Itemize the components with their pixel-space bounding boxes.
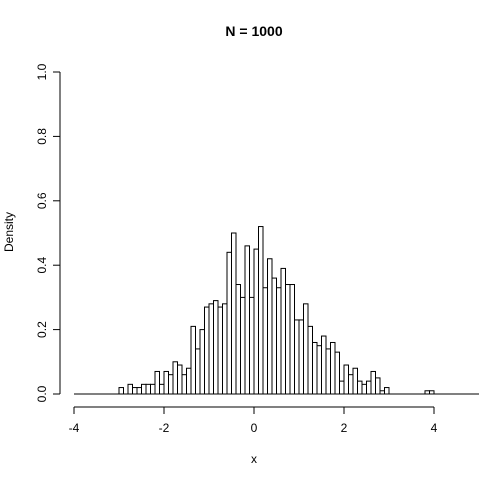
histogram-bar [177,364,183,395]
histogram-bar [352,367,358,395]
histogram-bar [240,296,246,395]
histogram-bar [267,258,273,395]
histogram-bar [136,387,142,395]
histogram-bar [154,370,160,395]
y-tick-label: 0.6 [35,192,49,209]
histogram-bar [303,303,309,395]
bars-group [74,226,479,395]
histogram-bar [280,267,286,395]
histogram-bar [213,300,219,395]
x-tick-label: 4 [431,421,438,435]
y-tick-label: 0.0 [35,385,49,402]
histogram-bar [150,383,156,395]
histogram-bar [249,296,255,395]
histogram-bar [222,303,228,395]
y-tick-label: 1.0 [35,63,49,80]
y-axis: 0.0 0.2 0.4 0.6 0.8 1.0 [35,63,61,402]
histogram-bar [258,226,264,395]
histogram-bar [141,383,147,395]
histogram-bar [361,383,367,395]
x-axis: -4 -2 0 2 4 [69,406,438,435]
histogram-bar [181,374,187,395]
histogram-bar [429,390,435,395]
histogram-bar [190,325,196,395]
histogram-bar [244,245,250,395]
histogram-bar [262,287,268,395]
x-tick-label: -4 [69,421,80,435]
x-tick-label: -2 [159,421,170,435]
histogram-bar [339,380,345,395]
y-tick-label: 0.4 [35,257,49,274]
histogram-bar [132,387,138,395]
histogram-bar [208,303,214,395]
x-tick-label: 0 [251,421,258,435]
histogram-bar [163,370,169,395]
histogram-bar [366,380,372,395]
chart-title: N = 1000 [225,23,282,39]
histogram-bar [348,374,354,395]
histogram-bar [226,251,232,395]
histogram-bar [217,306,223,395]
x-tick-label: 2 [341,421,348,435]
histogram-bar [285,284,291,395]
histogram-bar [384,387,390,395]
histogram-bar [127,383,133,395]
histogram-bar [118,387,124,395]
histogram-bar [312,341,318,395]
histogram-bar [186,367,192,395]
histogram-bar [235,284,241,395]
histogram-bar [195,348,201,395]
histogram-bar [375,377,381,395]
histogram-bar [294,319,300,395]
histogram-bar [325,348,331,395]
histogram-bar [307,325,313,395]
histogram-bar [204,306,210,395]
y-axis-label: Density [2,212,16,252]
histogram-bar [298,319,304,395]
histogram-bar [253,248,259,395]
histogram-bar [321,335,327,395]
histogram-bar [343,364,349,395]
histogram-bar [172,361,178,395]
histogram-bar [357,380,363,395]
histogram-bar [316,345,322,395]
histogram-bar [330,341,336,395]
histogram-bar [271,277,277,395]
histogram-bar [289,284,295,395]
x-axis-label: x [251,452,257,466]
histogram-bar [334,351,340,395]
y-tick-label: 0.8 [35,128,49,145]
histogram-bar [370,370,376,395]
histogram-bar [199,329,205,395]
histogram-bar [231,232,237,395]
histogram-bar [424,390,430,395]
y-tick-label: 0.2 [35,321,49,338]
histogram-bar [168,374,174,395]
histogram-bar [145,383,151,395]
histogram-bar [379,390,385,395]
histogram-bar [159,383,165,395]
histogram-bar [276,287,282,395]
